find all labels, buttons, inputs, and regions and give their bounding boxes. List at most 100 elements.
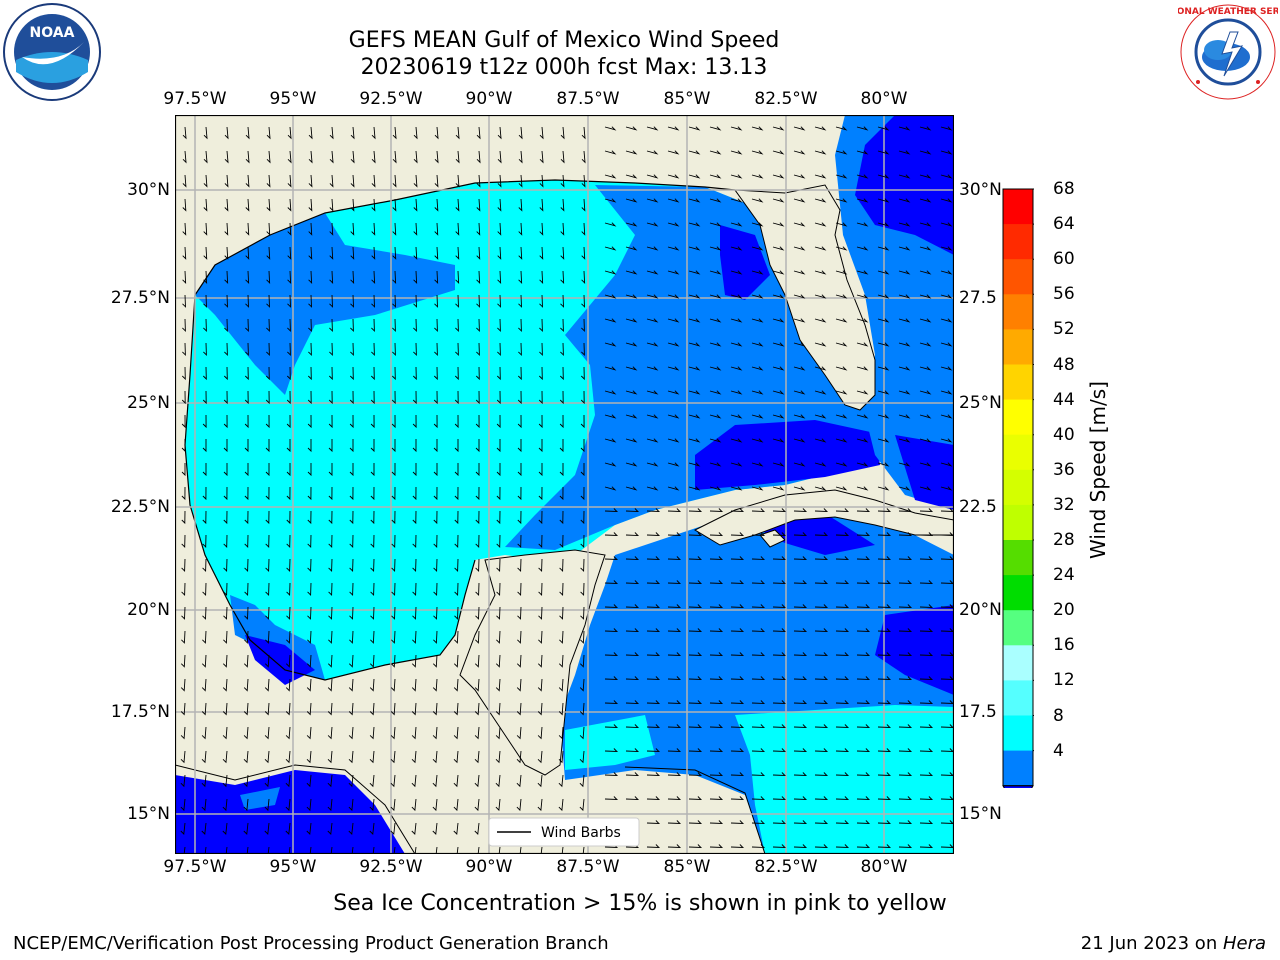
colorbar-tick: 40 bbox=[1053, 424, 1075, 445]
wind-barb bbox=[390, 774, 396, 788]
wind-barb bbox=[201, 678, 207, 692]
wind-barb bbox=[667, 628, 682, 632]
wind-barb bbox=[580, 558, 585, 572]
wind-barb bbox=[667, 222, 680, 227]
wind-barb bbox=[559, 534, 564, 548]
map-frame bbox=[175, 115, 954, 854]
wind-barb bbox=[369, 822, 375, 835]
wind-barb bbox=[579, 798, 585, 812]
wind-barb bbox=[625, 126, 638, 131]
wind-barb bbox=[772, 222, 785, 227]
wind-barb bbox=[328, 463, 333, 477]
wind-barb bbox=[455, 318, 459, 333]
wind-barb bbox=[558, 726, 564, 740]
wind-barb bbox=[604, 414, 617, 419]
wind-barb bbox=[350, 318, 354, 333]
wind-barb bbox=[835, 198, 848, 203]
lon-tick-top: 95°W bbox=[269, 89, 317, 109]
yucatan bbox=[459, 549, 606, 776]
wind-barb bbox=[646, 748, 661, 752]
wind-barb bbox=[264, 750, 270, 764]
wind-barb bbox=[285, 822, 291, 835]
wind-barb bbox=[392, 198, 397, 212]
wind-barb bbox=[328, 366, 333, 381]
colorbar-tick: 32 bbox=[1053, 494, 1075, 515]
wind-barb bbox=[223, 582, 228, 596]
wind-barb bbox=[537, 702, 543, 716]
wind-barb bbox=[730, 342, 743, 347]
wind-barb bbox=[413, 342, 417, 357]
wind-barb bbox=[265, 439, 270, 453]
wind-barb bbox=[709, 462, 722, 467]
wind-barb bbox=[370, 606, 375, 620]
wind-barb bbox=[604, 724, 619, 728]
wind-barb bbox=[287, 246, 292, 260]
wind-barb bbox=[391, 414, 396, 429]
wind-barb bbox=[772, 414, 785, 419]
gulf-region-darkblue-sw bbox=[245, 635, 315, 685]
wind-barb bbox=[580, 510, 585, 525]
wind-barb bbox=[625, 318, 638, 323]
wind-barb bbox=[349, 486, 354, 501]
wind-barb bbox=[223, 439, 228, 453]
wind-barb bbox=[327, 750, 333, 764]
wind-barb bbox=[475, 582, 480, 596]
wind-barb bbox=[877, 174, 890, 179]
wind-barb bbox=[328, 414, 333, 429]
wind-barb bbox=[940, 342, 953, 347]
wind-barb bbox=[413, 318, 417, 333]
wind-barb bbox=[814, 342, 827, 347]
wind-barb bbox=[856, 246, 869, 251]
wind-barb bbox=[202, 558, 207, 572]
wind-barb bbox=[349, 582, 354, 596]
wind-barb bbox=[751, 724, 766, 728]
wind-barb bbox=[435, 846, 438, 854]
wind-barb bbox=[350, 246, 355, 260]
wind-barb bbox=[579, 774, 585, 788]
wind-barb bbox=[667, 126, 680, 131]
wind-barb bbox=[330, 846, 333, 854]
wind-barb bbox=[201, 750, 207, 764]
wind-barb bbox=[496, 630, 501, 644]
wind-barb bbox=[581, 246, 586, 260]
wind-barb bbox=[856, 318, 869, 323]
wind-barb bbox=[329, 318, 333, 333]
lat-tick-right: 20°N bbox=[959, 600, 1002, 620]
wind-barb bbox=[538, 463, 543, 477]
wind-barb bbox=[835, 820, 850, 824]
wind-barb bbox=[919, 652, 934, 656]
wind-barb bbox=[877, 796, 892, 800]
wind-barb bbox=[265, 463, 270, 477]
lat-tick-right: 27.5 bbox=[959, 288, 997, 308]
wind-barb bbox=[519, 846, 522, 854]
wind-barb bbox=[793, 414, 806, 419]
wind-barb bbox=[474, 822, 480, 835]
wind-barb bbox=[814, 772, 829, 776]
wind-barb bbox=[856, 748, 871, 752]
wind-barb bbox=[370, 390, 375, 405]
wind-barb bbox=[940, 318, 953, 323]
wind-barb bbox=[667, 772, 682, 776]
wind-barb bbox=[434, 198, 439, 212]
wind-barb bbox=[667, 174, 680, 179]
lon-tick-bottom: 97.5°W bbox=[163, 857, 227, 877]
wind-barb bbox=[604, 150, 617, 155]
wind-barb bbox=[391, 439, 396, 453]
wind-barb bbox=[625, 366, 638, 371]
wind-barb bbox=[264, 654, 270, 668]
wind-barb bbox=[222, 726, 228, 740]
wind-barb bbox=[224, 222, 229, 236]
wind-barb bbox=[772, 462, 785, 467]
wind-barb bbox=[793, 652, 808, 656]
wind-barb bbox=[646, 270, 659, 275]
wind-barb bbox=[835, 174, 848, 179]
wind-barb bbox=[537, 750, 543, 764]
wind-barb bbox=[497, 150, 502, 164]
wind-barb bbox=[390, 654, 396, 668]
wind-barb bbox=[453, 750, 459, 764]
wind-barb bbox=[730, 366, 743, 371]
wind-barb bbox=[667, 294, 680, 299]
wind-barb bbox=[730, 222, 743, 227]
wind-barb bbox=[877, 438, 890, 443]
wind-barb bbox=[223, 463, 228, 477]
